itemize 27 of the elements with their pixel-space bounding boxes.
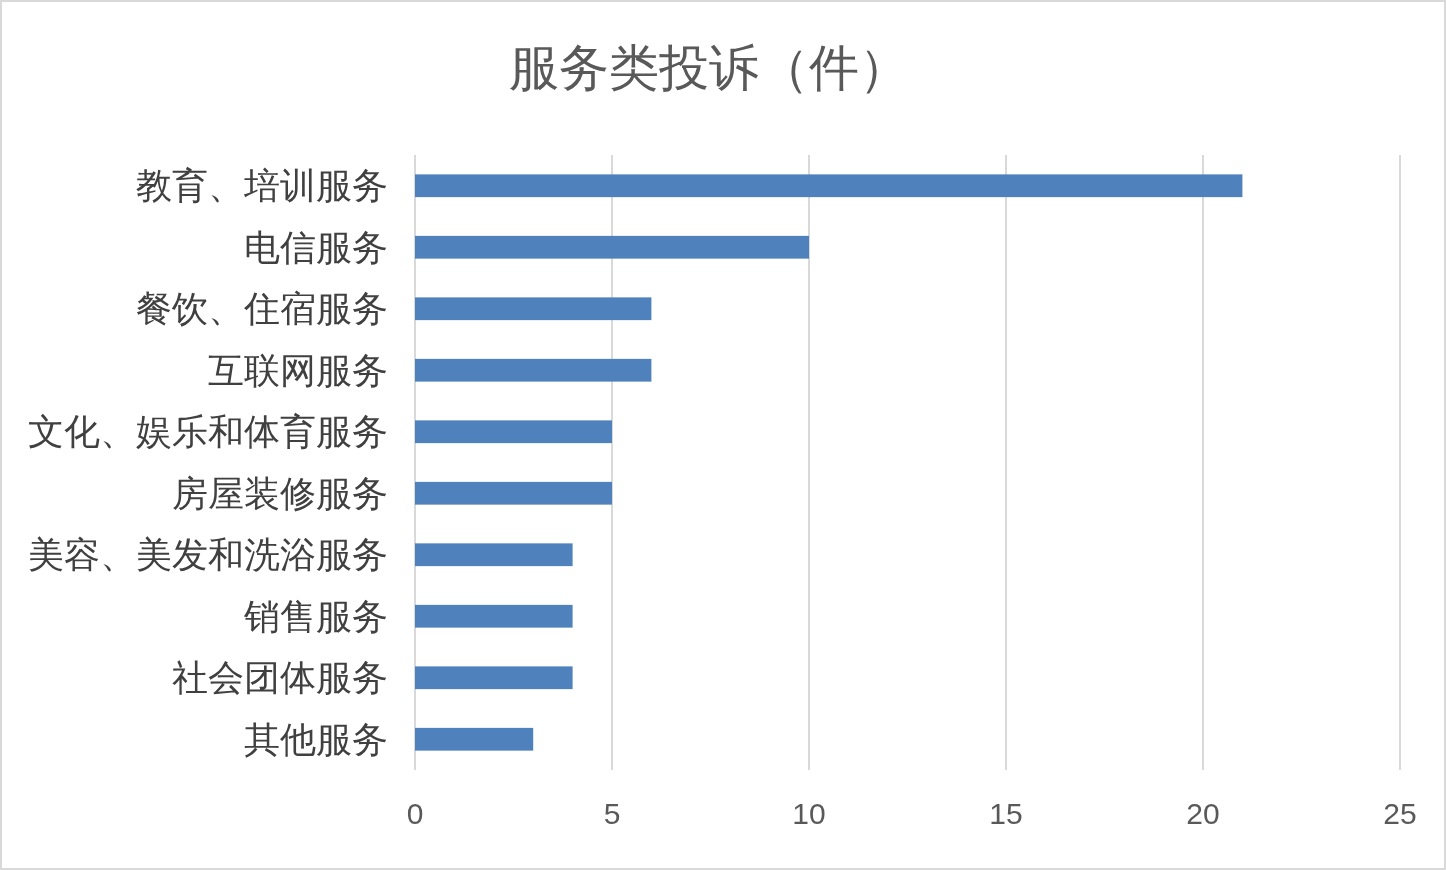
bar xyxy=(415,358,652,382)
y-tick-label: 教育、培训服务 xyxy=(136,165,388,207)
bar xyxy=(415,727,534,751)
y-tick-label: 美容、美发和洗浴服务 xyxy=(28,534,388,576)
y-tick-label: 其他服务 xyxy=(244,718,388,760)
bar xyxy=(415,543,573,567)
x-tick-label: 5 xyxy=(603,797,621,830)
y-tick-label: 房屋装修服务 xyxy=(172,472,388,514)
bar xyxy=(415,604,573,628)
x-tick-label: 0 xyxy=(406,797,424,830)
x-tick-label: 15 xyxy=(989,797,1023,830)
bar xyxy=(415,297,652,321)
y-tick-label: 餐饮、住宿服务 xyxy=(136,288,388,330)
y-tick-label: 互联网服务 xyxy=(208,349,388,391)
y-tick-label: 电信服务 xyxy=(244,226,388,268)
chart-title: 服务类投诉（件） xyxy=(509,40,909,96)
x-tick-label: 25 xyxy=(1383,797,1417,830)
bar xyxy=(415,666,573,690)
y-tick-label: 社会团体服务 xyxy=(172,657,388,699)
x-tick-label: 20 xyxy=(1186,797,1220,830)
x-tick-label: 10 xyxy=(792,797,826,830)
bar xyxy=(415,481,612,505)
bar xyxy=(415,174,1243,198)
y-tick-label: 文化、娱乐和体育服务 xyxy=(28,411,388,453)
bar xyxy=(415,235,809,259)
y-tick-label: 销售服务 xyxy=(243,595,388,637)
bar xyxy=(415,420,612,444)
